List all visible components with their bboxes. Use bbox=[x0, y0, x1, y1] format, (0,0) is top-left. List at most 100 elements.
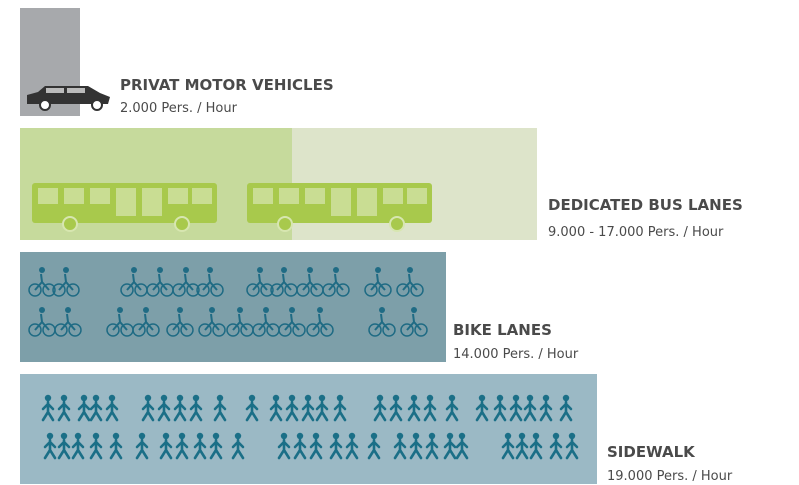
pedestrian-head bbox=[532, 432, 540, 440]
bus-wheel bbox=[389, 216, 405, 232]
bike-head bbox=[117, 307, 123, 313]
bike-wheel bbox=[210, 283, 224, 297]
bike-rider bbox=[406, 313, 422, 331]
pedestrian-head bbox=[512, 394, 520, 402]
pedestrian-body bbox=[529, 438, 543, 460]
bike-wheel bbox=[42, 283, 56, 297]
pedestrian-body bbox=[245, 400, 259, 422]
title: BIKE LANES bbox=[453, 321, 552, 339]
pedestrian-body bbox=[135, 438, 149, 460]
bike-head bbox=[143, 307, 149, 313]
bike-rider bbox=[172, 313, 188, 331]
bike-wheel bbox=[270, 283, 284, 297]
bike-head bbox=[281, 267, 287, 273]
pedestrian-body bbox=[345, 438, 359, 460]
pedestrian-body bbox=[423, 400, 437, 422]
pedestrian-head bbox=[458, 432, 466, 440]
pedestrian-body bbox=[293, 438, 307, 460]
bike-wheel bbox=[52, 283, 66, 297]
title: PRIVAT MOTOR VEHICLES bbox=[120, 76, 334, 94]
pedestrian-head bbox=[318, 394, 326, 402]
pedestrian-head bbox=[144, 394, 152, 402]
pedestrian-head bbox=[46, 432, 54, 440]
bike-rider bbox=[232, 313, 248, 331]
pedestrian-body bbox=[277, 438, 291, 460]
bike-wheel bbox=[410, 283, 424, 297]
bike-head bbox=[411, 307, 417, 313]
bike-wheel bbox=[322, 283, 336, 297]
bike-rider bbox=[60, 313, 76, 331]
bike-wheel bbox=[212, 323, 226, 337]
pedestrian-head bbox=[176, 394, 184, 402]
pedestrian-head bbox=[312, 432, 320, 440]
pedestrian-body bbox=[407, 400, 421, 422]
subtitle: 2.000 Pers. / Hour bbox=[120, 101, 238, 116]
bus-window bbox=[192, 188, 212, 204]
bike-wheel bbox=[278, 323, 292, 337]
bike-wheel bbox=[336, 283, 350, 297]
bus-window bbox=[168, 188, 188, 204]
bike-wheel bbox=[68, 323, 82, 337]
pedestrian-head bbox=[428, 432, 436, 440]
bike-head bbox=[63, 267, 69, 273]
pedestrian-head bbox=[288, 394, 296, 402]
bike-wheel bbox=[226, 323, 240, 337]
pedestrian-body bbox=[475, 400, 489, 422]
bus-wheel bbox=[62, 216, 78, 232]
bike-head bbox=[131, 267, 137, 273]
pedestrian-body bbox=[43, 438, 57, 460]
pedestrian-head bbox=[296, 432, 304, 440]
bike-rider bbox=[138, 313, 154, 331]
bike-wheel bbox=[368, 323, 382, 337]
bike-wheel bbox=[66, 283, 80, 297]
pedestrian-body bbox=[57, 400, 71, 422]
pedestrian-head bbox=[212, 432, 220, 440]
pedestrian-head bbox=[448, 394, 456, 402]
pedestrian-body bbox=[57, 438, 71, 460]
pedestrian-head bbox=[192, 394, 200, 402]
pedestrian-body bbox=[193, 438, 207, 460]
bike-wheel bbox=[378, 283, 392, 297]
bike-wheel bbox=[382, 323, 396, 337]
bike-rider bbox=[374, 313, 390, 331]
pedestrian-head bbox=[542, 394, 550, 402]
bike-head bbox=[407, 267, 413, 273]
pedestrian-head bbox=[348, 432, 356, 440]
pedestrian-head bbox=[446, 432, 454, 440]
bike-head bbox=[183, 267, 189, 273]
bus-window bbox=[142, 188, 162, 216]
bike-head bbox=[263, 307, 269, 313]
bike-wheel bbox=[198, 323, 212, 337]
pedestrian-body bbox=[89, 400, 103, 422]
bike-wheel bbox=[106, 323, 120, 337]
bike-rider bbox=[258, 313, 274, 331]
pedestrian-body bbox=[77, 400, 91, 422]
bus-window bbox=[279, 188, 299, 204]
pedestrian-body bbox=[455, 438, 469, 460]
subtitle: 14.000 Pers. / Hour bbox=[453, 347, 579, 362]
bike-wheel bbox=[186, 283, 200, 297]
bike-rider bbox=[370, 273, 386, 291]
bus-window bbox=[38, 188, 58, 204]
pedestrian-body bbox=[329, 438, 343, 460]
bike-wheel bbox=[364, 283, 378, 297]
bike-wheel bbox=[54, 323, 68, 337]
pedestrian-head bbox=[518, 432, 526, 440]
bike-rider bbox=[302, 273, 318, 291]
bike-head bbox=[289, 307, 295, 313]
bike-head bbox=[177, 307, 183, 313]
pedestrian-head bbox=[478, 394, 486, 402]
bike-head bbox=[157, 267, 163, 273]
bike-rider bbox=[312, 313, 328, 331]
bike-head bbox=[65, 307, 71, 313]
pedestrian-body bbox=[539, 400, 553, 422]
bike-rider bbox=[402, 273, 418, 291]
bike-wheel bbox=[146, 323, 160, 337]
bike-rider bbox=[276, 273, 292, 291]
bike-head bbox=[333, 267, 339, 273]
pedestrian-head bbox=[504, 432, 512, 440]
bike-rider bbox=[252, 273, 268, 291]
bike-wheel bbox=[146, 283, 160, 297]
pedestrian-head bbox=[234, 432, 242, 440]
bike-rider bbox=[152, 273, 168, 291]
